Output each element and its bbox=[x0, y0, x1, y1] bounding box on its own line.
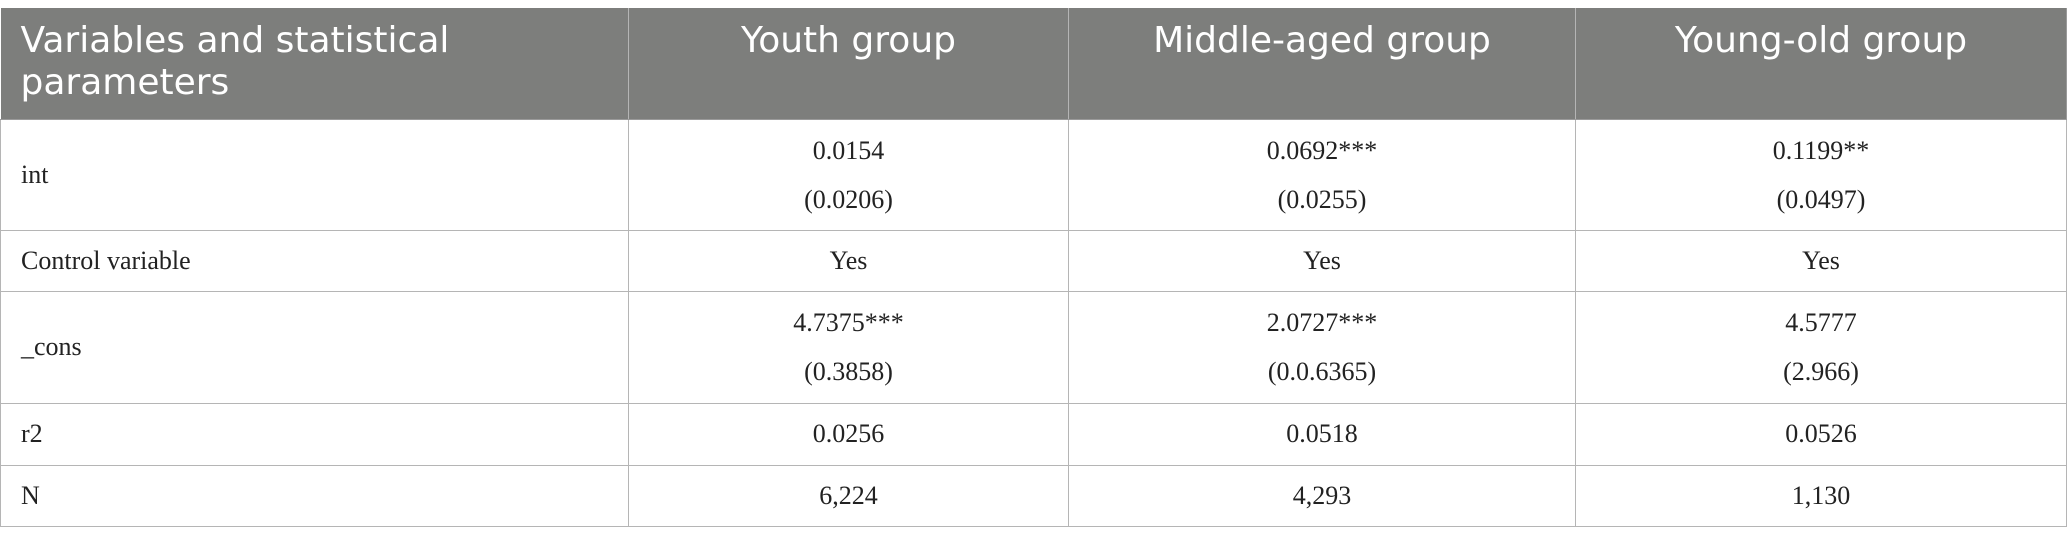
table-cell: Yes bbox=[1575, 229, 2067, 292]
table-row-control-variable: Control variable Yes Yes Yes bbox=[0, 229, 2067, 292]
standard-error: (0.0255) bbox=[1277, 184, 1367, 214]
header-young-old-group: Young-old group bbox=[1575, 8, 2067, 120]
row-label: _cons bbox=[0, 290, 629, 404]
row-label: Control variable bbox=[0, 229, 629, 292]
row-label: r2 bbox=[0, 402, 629, 466]
table-header: Variables and statistical parameters You… bbox=[0, 8, 2067, 120]
coefficient-value: 4.7375*** bbox=[793, 308, 904, 337]
table-cell: 0.1199** (0.0497) bbox=[1575, 118, 2067, 231]
regression-table-container: Variables and statistical parameters You… bbox=[0, 8, 2067, 527]
coefficient-value: 0.1199** bbox=[1772, 135, 1870, 165]
table-cell: 0.0692*** (0.0255) bbox=[1068, 118, 1576, 231]
table-cell: 6,224 bbox=[628, 464, 1069, 527]
table-cell: 4.7375*** (0.3858) bbox=[628, 290, 1069, 404]
table-row-r2: r2 0.0256 0.0518 0.0526 bbox=[0, 402, 2067, 466]
table-body: int 0.0154 (0.0206) 0.0692*** (0.0255) 0 bbox=[0, 118, 2067, 527]
table-cell: Yes bbox=[628, 229, 1069, 292]
coefficient-value: 0.0154 bbox=[812, 135, 885, 165]
header-youth-group: Youth group bbox=[628, 8, 1069, 120]
header-row: Variables and statistical parameters You… bbox=[0, 8, 2067, 120]
header-middle-aged-group: Middle-aged group bbox=[1068, 8, 1576, 120]
coefficient-value: 2.0727*** bbox=[1266, 308, 1378, 337]
standard-error: (2.966) bbox=[1783, 357, 1859, 386]
regression-table: Variables and statistical parameters You… bbox=[0, 8, 2067, 527]
standard-error: (0.0497) bbox=[1776, 184, 1866, 214]
standard-error: (0.0.6365) bbox=[1267, 357, 1377, 386]
header-variables: Variables and statistical parameters bbox=[0, 8, 629, 120]
coefficient-value: 4.5777 bbox=[1785, 308, 1857, 337]
standard-error: (0.0206) bbox=[804, 184, 893, 214]
table-cell: 0.0154 (0.0206) bbox=[628, 118, 1069, 231]
table-cell: 1,130 bbox=[1575, 464, 2067, 527]
table-row-int: int 0.0154 (0.0206) 0.0692*** (0.0255) 0 bbox=[0, 118, 2067, 231]
table-cell: Yes bbox=[1068, 229, 1576, 292]
standard-error: (0.3858) bbox=[804, 357, 893, 386]
row-label: int bbox=[0, 118, 629, 231]
table-cell: 0.0256 bbox=[628, 402, 1069, 466]
table-cell: 2.0727*** (0.0.6365) bbox=[1068, 290, 1576, 404]
table-cell: 0.0526 bbox=[1575, 402, 2067, 466]
table-cell: 4.5777 (2.966) bbox=[1575, 290, 2067, 404]
table-row-cons: _cons 4.7375*** (0.3858) 2.0727*** (0.0.… bbox=[0, 290, 2067, 404]
coefficient-value: 0.0692*** bbox=[1266, 135, 1378, 165]
table-row-n: N 6,224 4,293 1,130 bbox=[0, 464, 2067, 527]
table-cell: 4,293 bbox=[1068, 464, 1576, 527]
table-cell: 0.0518 bbox=[1068, 402, 1576, 466]
row-label: N bbox=[0, 464, 629, 527]
